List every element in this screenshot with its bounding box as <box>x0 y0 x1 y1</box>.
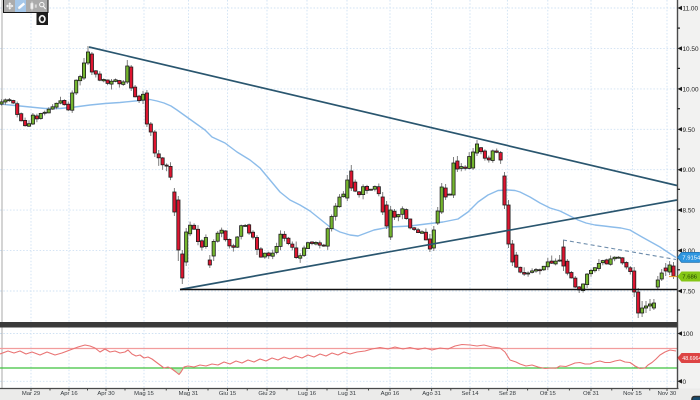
svg-text:10.50: 10.50 <box>683 46 699 53</box>
svg-text:Giu 29: Giu 29 <box>258 391 275 397</box>
svg-text:7.686: 7.686 <box>682 275 697 281</box>
svg-text:Lug 31: Lug 31 <box>338 391 356 397</box>
svg-text:Set 28: Set 28 <box>499 391 517 397</box>
svg-text:10.00: 10.00 <box>683 86 699 93</box>
svg-text:Mar 29: Mar 29 <box>22 391 40 397</box>
svg-text:Ago 31: Ago 31 <box>422 391 441 397</box>
svg-text:11.00: 11.00 <box>683 6 699 13</box>
svg-text:Nov 15: Nov 15 <box>623 391 642 397</box>
svg-text:Ott 31: Ott 31 <box>583 391 599 397</box>
svg-text:100: 100 <box>683 331 694 338</box>
svg-text:Giu 15: Giu 15 <box>219 391 237 397</box>
svg-text:Lug 16: Lug 16 <box>298 391 317 397</box>
svg-text:Set 14: Set 14 <box>461 391 479 397</box>
svg-text:9.00: 9.00 <box>683 167 696 174</box>
svg-text:9.50: 9.50 <box>683 127 696 134</box>
svg-text:Apr 30: Apr 30 <box>97 391 115 397</box>
svg-text:8.50: 8.50 <box>683 208 696 215</box>
svg-text:48.6964: 48.6964 <box>682 356 700 362</box>
svg-text:8.00: 8.00 <box>683 248 696 255</box>
svg-text:7.9154: 7.9154 <box>682 256 700 262</box>
svg-text:Mag 31: Mag 31 <box>179 391 199 397</box>
svg-text:Mag 15: Mag 15 <box>134 391 154 397</box>
svg-text:Ago 16: Ago 16 <box>381 391 400 397</box>
svg-text:Nov 30: Nov 30 <box>658 391 677 397</box>
svg-text:Ott 15: Ott 15 <box>540 391 557 397</box>
svg-text:Apr 16: Apr 16 <box>60 391 78 397</box>
svg-text:0: 0 <box>683 379 687 386</box>
svg-text:7.50: 7.50 <box>683 289 696 296</box>
